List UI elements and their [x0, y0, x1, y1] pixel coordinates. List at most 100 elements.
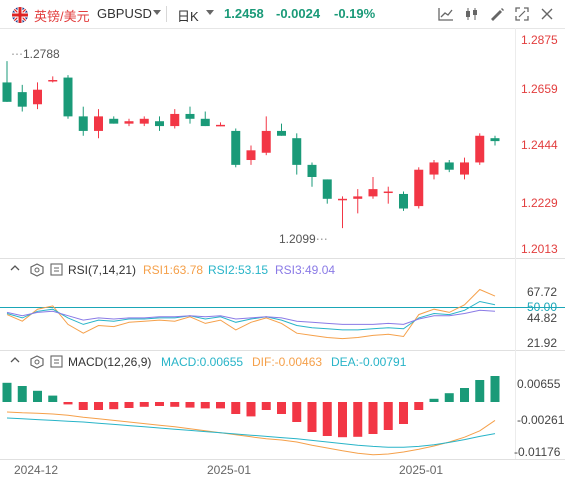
macd-bar: [399, 402, 408, 424]
macd-bar: [338, 402, 347, 438]
indicator-settings-icon: [30, 355, 44, 369]
price-change-pct: -0.19%: [334, 6, 376, 21]
macd-bar: [33, 390, 42, 402]
candle-body: [307, 164, 317, 177]
candle-body: [78, 116, 88, 131]
date-tick: 2024-12: [14, 463, 58, 477]
macd-bar: [460, 388, 469, 402]
candle-body: [48, 80, 58, 82]
macd-bar: [185, 402, 195, 408]
price-tick: 1.2444: [521, 138, 558, 152]
macd-bar: [277, 402, 286, 414]
candle-body: [292, 138, 302, 165]
candle-body: [322, 179, 332, 199]
candle-body: [216, 124, 225, 127]
collapse-icon: [10, 357, 20, 363]
indicator-params-icon: [50, 355, 63, 368]
candle-body: [414, 169, 424, 207]
rsi-tick: 44.82: [527, 311, 557, 325]
rsi-name[interactable]: RSI(7,14,21): [68, 263, 137, 277]
macd-bar: [322, 402, 332, 436]
toolbar: 英镑/美元 GBPUSD 日K 1.2458 -0.0024 -0.19%: [0, 0, 565, 28]
candle-body: [185, 113, 195, 119]
candle-body: [139, 118, 149, 124]
candle-body: [124, 121, 134, 124]
candle-body: [444, 162, 454, 170]
last-price: 1.2458: [224, 6, 264, 21]
macd-name[interactable]: MACD(12,26,9): [68, 355, 152, 369]
macd-bar: [2, 382, 12, 402]
symbol-code[interactable]: GBPUSD: [97, 6, 152, 21]
rsi-tick: 50.00: [527, 300, 557, 314]
candle-body: [368, 189, 378, 197]
rsi-tick: 67.72: [527, 285, 557, 299]
candle-body: [338, 198, 347, 201]
date-tick: 2025-01: [399, 463, 443, 477]
price-tick: 1.2659: [521, 82, 558, 96]
symbol-name[interactable]: 英镑/美元: [34, 9, 90, 24]
macd-bar: [124, 402, 134, 408]
candle-body: [383, 191, 393, 194]
candle-body: [94, 116, 103, 131]
price-tick: 1.2229: [521, 196, 558, 210]
divider: [166, 6, 167, 22]
macd-bar: [170, 402, 180, 407]
price-axis: 1.2875 1.2659 1.2444 1.2229 1.2013: [521, 33, 558, 256]
high-price-label: ⋯1.2788: [11, 47, 60, 61]
candle-body: [475, 135, 485, 163]
macd-bar: [155, 402, 164, 406]
dea-line: [6, 417, 496, 448]
dif-value: DIF:-0.00463: [252, 355, 323, 369]
macd-tick: -0.00261: [517, 413, 565, 427]
macd-bar: [63, 402, 73, 405]
macd-bar: [292, 402, 302, 422]
macd-bar: [48, 395, 58, 402]
candle-body: [261, 130, 271, 153]
macd-bar: [353, 402, 363, 437]
macd-bar: [414, 402, 424, 410]
rsi3-line: [6, 309, 496, 325]
indicator-icon[interactable]: [437, 6, 455, 22]
rsi1-line: [6, 288, 496, 340]
macd-bar: [307, 402, 317, 432]
price-tick: 1.2875: [521, 33, 558, 47]
macd-bar: [109, 402, 119, 410]
candle-body: [109, 118, 119, 124]
candle-body: [155, 121, 164, 127]
macd-bar: [475, 380, 485, 402]
macd-bar: [383, 402, 393, 430]
price-tick: 1.2013: [521, 242, 558, 256]
macd-bar: [216, 402, 225, 409]
candle-body: [246, 150, 256, 161]
macd-bar: [139, 402, 149, 407]
macd-bar: [444, 393, 454, 402]
dea-value: DEA:-0.00791: [331, 355, 407, 369]
settings-icon[interactable]: [538, 6, 556, 22]
macd-histogram: [2, 376, 500, 438]
rsi-tick: 21.92: [527, 336, 557, 350]
dif-line: [6, 411, 496, 456]
fullscreen-icon[interactable]: [513, 6, 531, 22]
macd-bar: [17, 386, 27, 402]
price-change: -0.0024: [276, 6, 321, 21]
macd-lines: [6, 411, 496, 456]
candle-body: [63, 77, 73, 117]
drawing-tools-icon[interactable]: [488, 6, 506, 22]
period-dropdown-icon[interactable]: [206, 10, 214, 15]
macd-bar: [368, 402, 378, 434]
candle-style-icon[interactable]: [463, 6, 481, 22]
date-tick: 2025-01: [207, 463, 251, 477]
macd-bar: [200, 402, 210, 409]
symbol-dropdown-icon[interactable]: [153, 10, 161, 15]
candle-body: [2, 82, 12, 102]
macd-bar: [490, 376, 500, 402]
candlestick-series: [2, 61, 500, 229]
period-selector[interactable]: 日K: [177, 9, 199, 24]
indicator-settings-icon: [30, 263, 44, 277]
candle-body: [277, 130, 286, 136]
rsi2-line: [6, 300, 496, 331]
collapse-icon: [10, 265, 20, 271]
candle-body: [399, 193, 408, 209]
